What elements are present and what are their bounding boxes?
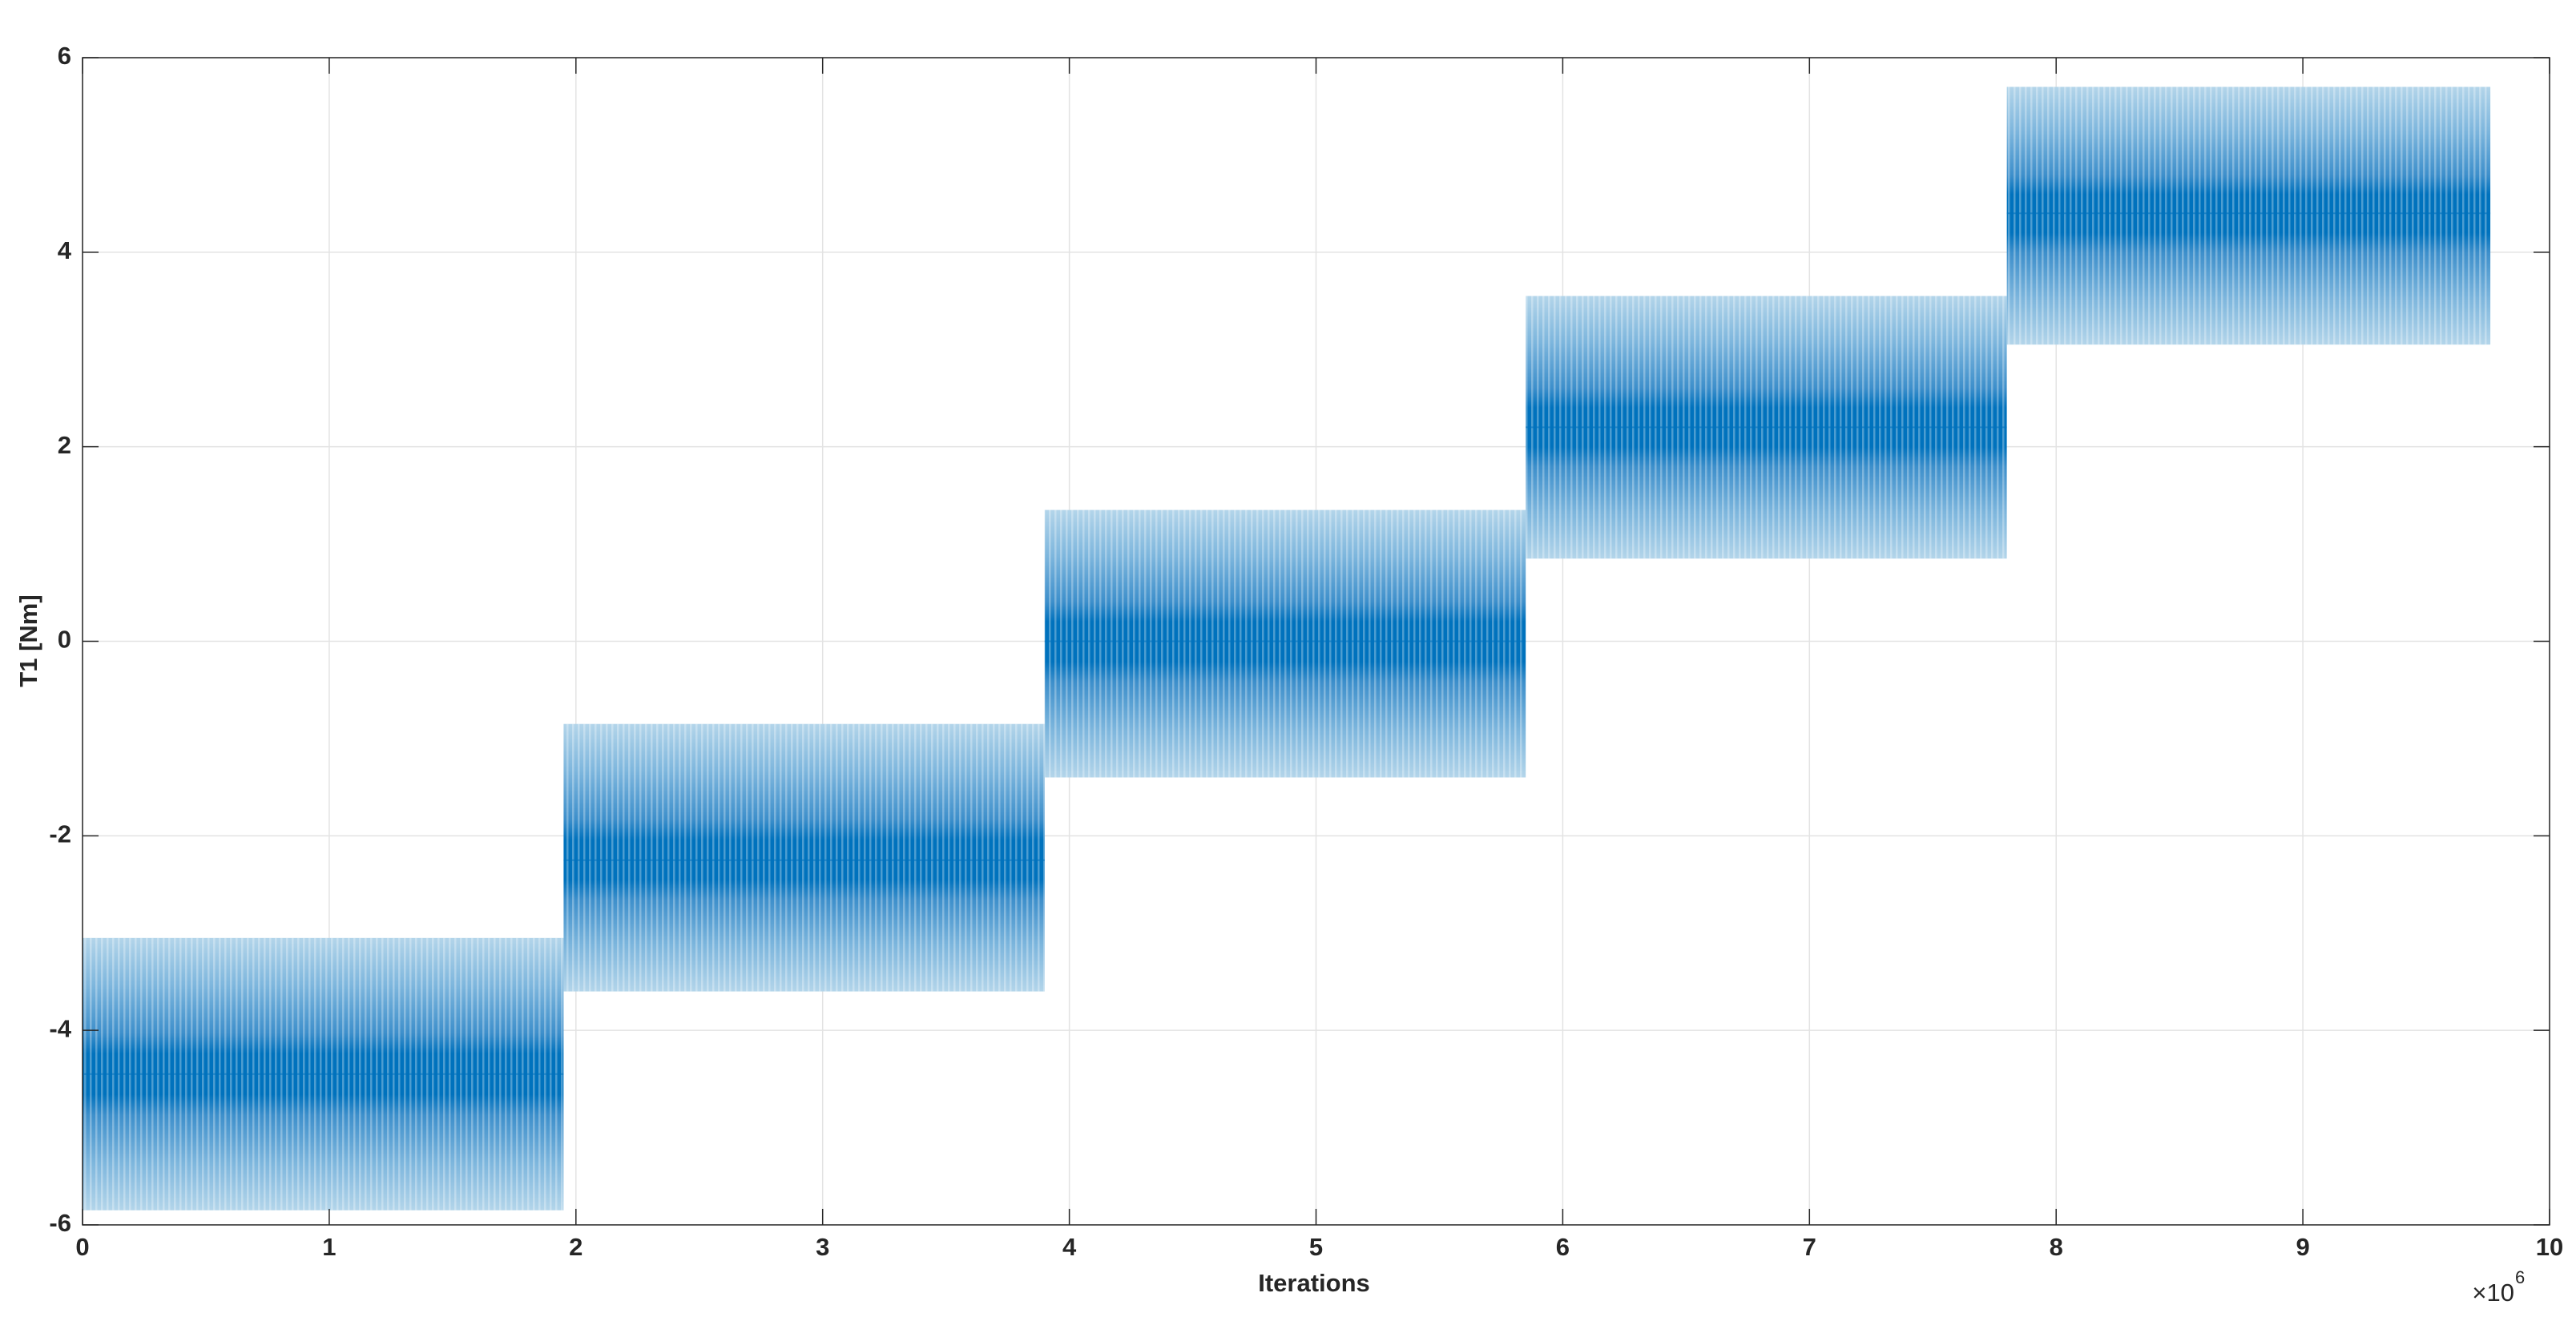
y-tick-label: -4 <box>49 1014 71 1042</box>
y-tick-label: 2 <box>58 431 71 459</box>
x-axis-label: Iterations <box>1258 1269 1370 1297</box>
band-texture <box>2006 87 2491 345</box>
x-tick-label: 6 <box>1556 1233 1570 1261</box>
y-axis-label: T1 [Nm] <box>14 594 42 687</box>
x-tick-label: 8 <box>2050 1233 2063 1261</box>
x-tick-label: 5 <box>1309 1233 1323 1261</box>
x-multiplier: ×10 <box>2472 1279 2514 1307</box>
x-tick-label: 1 <box>322 1233 336 1261</box>
x-multiplier-exponent: 6 <box>2515 1267 2525 1287</box>
x-tick-label: 7 <box>1803 1233 1816 1261</box>
y-tick-label: 0 <box>58 626 71 654</box>
band-texture <box>1044 509 1526 778</box>
x-tick-label: 2 <box>569 1233 583 1261</box>
y-tick-label: 4 <box>58 236 72 264</box>
y-tick-label: -2 <box>49 820 71 848</box>
y-tick-label: 6 <box>58 42 71 70</box>
x-tick-label: 0 <box>75 1233 89 1261</box>
x-tick-label: 4 <box>1062 1233 1077 1261</box>
x-tick-label: 9 <box>2296 1233 2309 1261</box>
x-tick-label: 10 <box>2536 1233 2563 1261</box>
x-tick-label: 3 <box>816 1233 829 1261</box>
band-texture <box>563 723 1045 992</box>
y-tick-label: -6 <box>49 1209 71 1237</box>
